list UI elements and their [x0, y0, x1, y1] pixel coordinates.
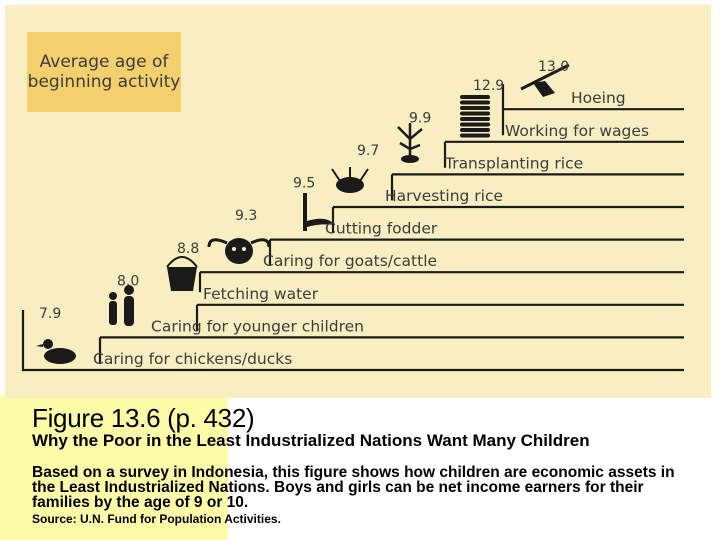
- hoe-handle: [520, 63, 570, 91]
- adult-head: [124, 285, 134, 295]
- figure-source: Source: U.N. Fund for Population Activit…: [32, 512, 281, 526]
- value-label-7: 12.9: [473, 78, 504, 94]
- category-label-6: Transplanting rice: [444, 154, 583, 172]
- cattle-horns: [207, 238, 271, 248]
- category-label-8: Hoeing: [571, 89, 626, 107]
- bucket-body: [167, 267, 197, 291]
- rice-stalks: [331, 167, 369, 182]
- step-outline-base: [21, 310, 684, 372]
- rice-bundle-icon: [331, 167, 369, 193]
- figure-title: Figure 13.6 (p. 432): [32, 403, 255, 433]
- children-icon: [109, 285, 134, 326]
- caption-highlight: [0, 395, 228, 540]
- coin-6: [460, 128, 490, 132]
- value-label-5: 9.7: [357, 143, 379, 159]
- cattle-eye-right: [242, 247, 246, 251]
- duck-beak: [36, 344, 43, 347]
- value-label-1: 8.0: [117, 273, 139, 289]
- value-label-4: 9.5: [293, 176, 315, 192]
- coin-2: [460, 106, 490, 110]
- cattle-icon: [207, 238, 271, 264]
- hoe-icon: [520, 63, 570, 97]
- child-head: [109, 292, 117, 300]
- value-label-3: 9.3: [235, 208, 257, 224]
- category-label-2: Fetching water: [203, 285, 319, 303]
- value-label-8: 13.0: [538, 59, 569, 75]
- staircase-chart: Caring for chickens/ducks 7.9 Caring for y…: [21, 59, 684, 372]
- chart-panel: Caring for chickens/ducks 7.9 Caring for y…: [5, 5, 711, 398]
- water-bucket-icon: [166, 256, 198, 291]
- coin-7: [460, 133, 490, 138]
- chart-title: Average age of beginning activity: [27, 32, 181, 112]
- category-label-5: Harvesting rice: [385, 187, 503, 205]
- category-label-4: Cutting fodder: [325, 220, 438, 238]
- category-label-7: Working for wages: [505, 122, 649, 140]
- adult-body: [124, 296, 134, 326]
- scythe-icon: [303, 193, 335, 231]
- scythe-handle: [303, 193, 307, 231]
- coin-3: [460, 111, 490, 116]
- value-label-6: 9.9: [409, 110, 431, 126]
- category-label-3: Caring for goats/cattle: [263, 252, 437, 270]
- category-label-0: Caring for chickens/ducks: [93, 350, 292, 368]
- hoe-blade: [533, 81, 555, 97]
- bucket-handle: [166, 256, 198, 268]
- coin-5: [460, 122, 490, 127]
- rice-seedling-icon: [397, 123, 423, 163]
- duck-head: [43, 339, 53, 349]
- rice-bundle: [336, 177, 364, 193]
- cattle-eye-left: [232, 247, 236, 251]
- scythe-blade: [307, 218, 335, 227]
- coin-0: [460, 95, 490, 99]
- value-label-0: 7.9: [39, 306, 61, 322]
- seedling-stems: [397, 123, 423, 159]
- duck-icon: [36, 339, 76, 364]
- figure-subtitle: Why the Poor in the Least Industrialized…: [32, 431, 590, 450]
- seedling-roots: [401, 155, 419, 163]
- coin-stack-icon: [460, 95, 490, 138]
- cattle-head: [225, 238, 253, 264]
- figure-description: Based on a survey in Indonesia, this fig…: [32, 464, 675, 511]
- category-label-1: Caring for younger children: [151, 317, 364, 335]
- coin-1: [460, 100, 490, 105]
- coin-4: [460, 117, 490, 121]
- value-label-2: 8.8: [177, 241, 199, 257]
- child-body: [109, 301, 117, 325]
- duck-body: [44, 348, 76, 364]
